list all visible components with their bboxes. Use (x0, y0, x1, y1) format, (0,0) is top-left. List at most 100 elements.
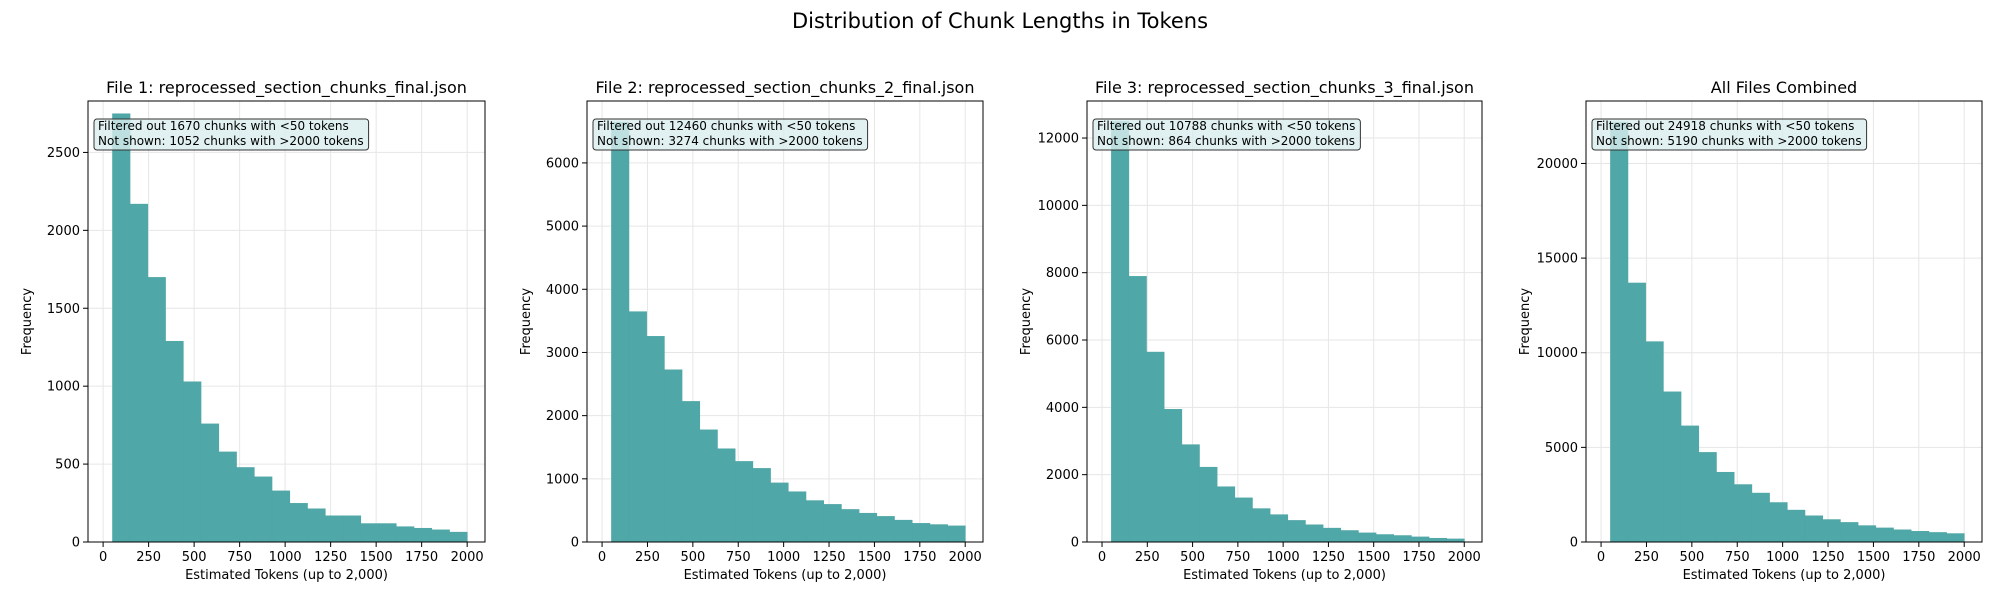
y-tick-label: 10000 (1537, 346, 1578, 361)
y-axis-label: Frequency (20, 288, 35, 355)
y-tick-label: 4000 (546, 283, 579, 298)
histogram-bar (1199, 466, 1218, 542)
histogram-bar (1680, 425, 1700, 542)
x-tick-label: 1250 (1811, 550, 1844, 565)
y-tick-label: 15000 (1537, 252, 1578, 267)
axes-frame (586, 100, 984, 543)
x-tick-label: 750 (1225, 550, 1250, 565)
annotation-line-not-shown: Not shown: 3274 chunks with >2000 tokens (597, 134, 863, 148)
histogram-bar (1663, 391, 1682, 542)
histogram-bar (1234, 497, 1253, 542)
x-tick-label: 1250 (314, 550, 347, 565)
histogram-bar (1340, 530, 1359, 542)
x-tick-label: 2000 (949, 550, 982, 565)
annotation-background (93, 118, 370, 151)
x-tick-label: 1000 (767, 550, 800, 565)
y-tick-label: 0 (1570, 536, 1578, 551)
histogram-bar (1875, 527, 1894, 542)
y-tick-label: 2000 (546, 409, 579, 424)
x-tick-label: 1000 (269, 550, 302, 565)
y-tick-label: 5000 (546, 220, 579, 235)
histogram-bar (1893, 529, 1912, 542)
chart-panels: 0 250 500 750 1000 1250 1500 1750 2000 0 500 1000 15… (20, 78, 1983, 583)
figure-suptitle: Distribution of Chunk Lengths in Tokens (792, 9, 1208, 33)
x-tick-label: 250 (136, 550, 161, 565)
histogram-bar (1857, 525, 1877, 542)
histogram-bar (717, 448, 736, 542)
x-tick-label: 250 (1634, 550, 1659, 565)
histogram-bar (112, 113, 131, 542)
histogram-bar (894, 519, 913, 542)
x-tick-label: 1500 (360, 550, 393, 565)
x-tick-label: 250 (635, 550, 660, 565)
x-tick-label: 1500 (1857, 550, 1890, 565)
x-tick-label: 1000 (1267, 550, 1300, 565)
histogram-bar (1716, 471, 1735, 542)
axes-frame (1585, 100, 1983, 543)
chart-panel-3: 0 250 500 750 1000 1250 1500 1750 2000 0 2000 4000 6… (1019, 78, 1483, 583)
x-tick-label: 750 (726, 550, 751, 565)
histogram-bar (858, 512, 878, 542)
y-tick-label: 6000 (1046, 334, 1079, 349)
annotation-line-filtered: Filtered out 24918 chunks with <50 token… (1596, 119, 1854, 133)
annotation-line-filtered: Filtered out 12460 chunks with <50 token… (597, 119, 855, 133)
histogram-bar (1411, 536, 1430, 542)
x-tick-label: 2000 (451, 550, 484, 565)
x-axis-label: Estimated Tokens (up to 2,000) (185, 568, 388, 583)
x-tick-label: 1750 (1402, 550, 1435, 565)
y-tick-label: 1000 (546, 472, 579, 487)
y-tick-label: 12000 (1038, 132, 1079, 147)
histogram-bar (752, 468, 771, 542)
histogram-bar (1428, 537, 1447, 542)
histogram-bar (681, 401, 701, 542)
histogram-bar (378, 523, 397, 542)
histogram-bar (1358, 532, 1377, 542)
x-tick-label: 1250 (812, 550, 845, 565)
histogram-bar (664, 369, 683, 542)
y-axis-label: Frequency (1019, 288, 1034, 355)
x-tick-label: 1500 (1357, 550, 1390, 565)
histogram-bar (1217, 486, 1236, 542)
annotation-background (1591, 118, 1868, 151)
x-tick-label: 1750 (405, 550, 438, 565)
x-tick-label: 750 (227, 550, 252, 565)
x-tick-label: 0 (99, 550, 107, 565)
histogram-bar (1645, 341, 1664, 542)
chart-panel-2: 0 250 500 750 1000 1250 1500 1750 2000 0 1000 2000 3… (519, 78, 984, 583)
y-tick-label: 2500 (47, 146, 80, 161)
annotation-box: Filtered out 10788 chunks with <50 token… (1092, 118, 1361, 151)
histogram-bar (1698, 452, 1717, 542)
x-axis-label: Estimated Tokens (up to 2,000) (1183, 568, 1386, 583)
histogram-bar (1769, 502, 1788, 542)
annotation-box: Filtered out 12460 chunks with <50 token… (592, 118, 869, 151)
histogram-bar (1252, 508, 1271, 542)
x-tick-label: 2000 (1448, 550, 1481, 565)
histogram-bar (360, 523, 379, 542)
x-tick-label: 500 (1679, 550, 1704, 565)
histogram-bar (1128, 276, 1147, 542)
y-tick-label: 5000 (1545, 441, 1578, 456)
y-axis-label: Frequency (519, 288, 534, 355)
histogram-bar (413, 527, 433, 542)
annotation-box: Filtered out 24918 chunks with <50 token… (1591, 118, 1868, 151)
histogram-bar (1181, 444, 1200, 542)
histogram-bar (449, 531, 468, 542)
histogram-bar (1164, 409, 1183, 542)
chart-title: File 3: reprocessed_section_chunks_3_fin… (1095, 78, 1474, 98)
x-tick-label: 500 (182, 550, 207, 565)
histogram-bar (1928, 532, 1947, 542)
histogram-bar (1305, 524, 1324, 542)
x-tick-label: 1250 (1312, 550, 1345, 565)
histogram-bar (912, 523, 931, 542)
histogram-bar (236, 467, 255, 542)
histogram-bar (1393, 535, 1412, 542)
annotation-line-filtered: Filtered out 10788 chunks with <50 token… (1097, 119, 1355, 133)
y-tick-label: 4000 (1046, 401, 1079, 416)
histogram-bar (1804, 515, 1823, 542)
x-tick-label: 750 (1725, 550, 1750, 565)
x-axis-label: Estimated Tokens (up to 2,000) (1683, 568, 1886, 583)
chart-panel-1: 0 250 500 750 1000 1250 1500 1750 2000 0 500 1000 15… (20, 78, 486, 583)
histogram-bar (183, 381, 202, 542)
histogram-bar (1840, 522, 1859, 542)
